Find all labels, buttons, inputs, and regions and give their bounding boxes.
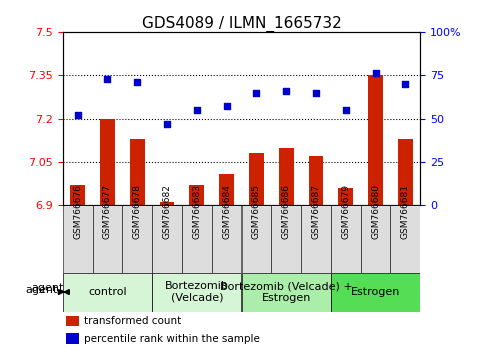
Bar [242, 273, 331, 312]
Bar [212, 205, 242, 273]
Text: GSM766679: GSM766679 [341, 184, 350, 239]
Bar [63, 273, 152, 312]
Point [312, 90, 320, 96]
Bar [122, 205, 152, 273]
Bar [242, 205, 271, 273]
Point [342, 107, 350, 113]
Point [104, 76, 112, 81]
Bar [249, 153, 264, 205]
Point [401, 81, 409, 87]
Text: GSM766678: GSM766678 [133, 184, 142, 239]
Bar [368, 75, 383, 205]
Point [253, 90, 260, 96]
Text: Bortezomib
(Velcade): Bortezomib (Velcade) [165, 281, 229, 303]
Text: transformed count: transformed count [84, 316, 182, 326]
Title: GDS4089 / ILMN_1665732: GDS4089 / ILMN_1665732 [142, 16, 341, 32]
Text: GSM766686: GSM766686 [282, 184, 291, 239]
Text: percentile rank within the sample: percentile rank within the sample [84, 334, 260, 344]
Text: GSM766681: GSM766681 [401, 184, 410, 239]
Bar [361, 205, 390, 273]
Point [133, 79, 141, 85]
Bar [398, 139, 413, 205]
Bar [152, 205, 182, 273]
Bar [331, 205, 361, 273]
Text: GSM766677: GSM766677 [103, 184, 112, 239]
Bar [93, 205, 122, 273]
Text: GSM766676: GSM766676 [73, 184, 82, 239]
Text: agent: agent [26, 285, 58, 295]
Text: GSM766682: GSM766682 [163, 184, 171, 239]
Bar [100, 119, 115, 205]
Bar [152, 273, 242, 312]
Bar [309, 156, 324, 205]
Bar [301, 205, 331, 273]
Bar [63, 205, 93, 273]
Point [163, 121, 171, 127]
Point [193, 107, 201, 113]
Bar [338, 188, 353, 205]
Bar [279, 148, 294, 205]
Text: GSM766683: GSM766683 [192, 184, 201, 239]
Text: control: control [88, 287, 127, 297]
Text: GSM766684: GSM766684 [222, 184, 231, 239]
Text: GSM766687: GSM766687 [312, 184, 320, 239]
Bar [130, 139, 145, 205]
Point [282, 88, 290, 94]
Text: GSM766680: GSM766680 [371, 184, 380, 239]
Text: GSM766685: GSM766685 [252, 184, 261, 239]
Bar [271, 205, 301, 273]
Text: agent: agent [31, 283, 63, 293]
Bar [189, 185, 204, 205]
Bar [182, 205, 212, 273]
Bar [66, 333, 79, 344]
Bar [219, 173, 234, 205]
Bar [390, 205, 420, 273]
Bar [331, 273, 420, 312]
Bar [66, 316, 79, 326]
Point [223, 104, 230, 109]
Text: Estrogen: Estrogen [351, 287, 400, 297]
Bar [159, 202, 174, 205]
Point [74, 112, 82, 118]
Bar [70, 185, 85, 205]
Point [372, 71, 380, 76]
Text: Bortezomib (Velcade) +
Estrogen: Bortezomib (Velcade) + Estrogen [220, 281, 353, 303]
